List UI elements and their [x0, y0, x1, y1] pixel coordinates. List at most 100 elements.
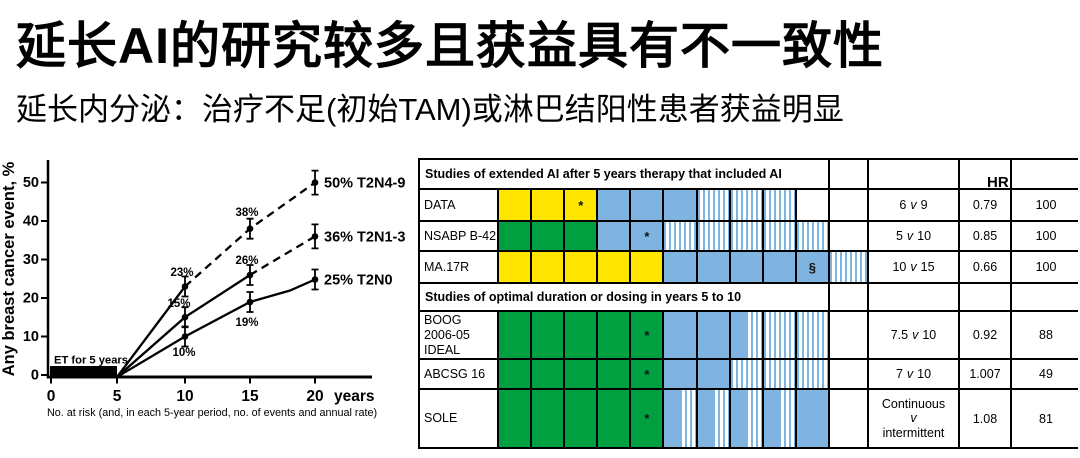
hr-value: 0.85	[960, 222, 1012, 250]
therapy-segment-tam	[499, 252, 531, 282]
timeline: *	[499, 390, 869, 447]
timeline-cell	[565, 312, 599, 358]
table-row-section1-header: Studies of extended AI after 5 years the…	[420, 160, 1080, 190]
therapy-segment-any	[598, 312, 630, 358]
timeline-cell	[499, 222, 533, 250]
therapy-segment-ai	[697, 312, 729, 358]
hr-value: 0.92	[960, 312, 1012, 358]
timeline-cell: *	[631, 390, 665, 447]
therapy-segment-any	[499, 360, 531, 388]
therapy-segment-rand	[746, 390, 762, 447]
table-row-boog-ideal: BOOG 2006-05 IDEAL * 7.5 v 10 0.92 88	[420, 312, 1080, 360]
therapy-segment-tam	[499, 190, 531, 220]
timeline-cell	[763, 360, 797, 388]
therapy-segment-rand	[763, 312, 795, 358]
timeline-cell	[730, 190, 764, 220]
y-tick-labels: 50 40 30 20 10 0	[23, 175, 39, 384]
comparison-a: Continuous	[881, 396, 946, 411]
timeline-cell	[598, 312, 632, 358]
timeline: *	[499, 222, 869, 250]
therapy-segment-any	[532, 390, 564, 447]
svg-text:15: 15	[241, 388, 259, 405]
n-header-cell	[1012, 160, 1080, 188]
comparison-v: v	[906, 228, 914, 243]
comparison-a: 7	[895, 366, 903, 381]
et-5-years-bar	[50, 366, 117, 377]
therapy-segment-rand	[746, 312, 762, 358]
timeline-cell	[730, 312, 764, 358]
data-points	[181, 179, 319, 340]
therapy-segment-tam	[532, 252, 564, 282]
therapy-segment-ai	[697, 390, 714, 447]
svg-text:10%: 10%	[172, 347, 195, 359]
therapy-segment-any: *	[631, 360, 663, 388]
therapy-segment-rand	[796, 360, 828, 388]
hr-header-cell	[960, 284, 1012, 310]
comparison-header-cell	[869, 160, 960, 188]
svg-text:10: 10	[23, 329, 39, 345]
table-row-data: DATA * 6 v 9 0.79 100	[420, 190, 1080, 222]
n-value: 88	[1012, 312, 1080, 358]
therapy-segment-ai	[697, 360, 729, 388]
comparison-cell: 6 v 9	[869, 190, 960, 220]
timeline-cell	[763, 390, 797, 447]
comparison-v: v	[910, 411, 917, 426]
hr-value: 1.08	[960, 390, 1012, 447]
therapy-segment-any	[565, 390, 597, 447]
therapy-segment-ai	[664, 252, 696, 282]
svg-text:23%: 23%	[170, 267, 193, 279]
timeline-cell	[796, 190, 830, 220]
timeline-cell	[598, 360, 632, 388]
therapy-segment-any	[499, 312, 531, 358]
timeline-cell	[763, 222, 797, 250]
therapy-segment-none	[829, 390, 867, 447]
timeline-cell	[664, 390, 698, 447]
svg-text:10: 10	[176, 388, 193, 405]
comparison-a: 10	[892, 259, 907, 274]
therapy-segment-ai	[763, 390, 780, 447]
comparison-v: v	[910, 197, 917, 212]
et-bar-label: ET for 5 years	[54, 355, 128, 367]
timeline-cell	[763, 190, 797, 220]
therapy-segment-ai	[730, 312, 747, 358]
timeline-cell	[598, 390, 632, 447]
n-value: 100	[1012, 190, 1080, 220]
timeline-cell	[697, 360, 731, 388]
therapy-segment-ai	[664, 390, 681, 447]
svg-text:40: 40	[23, 214, 39, 230]
timeline-cell	[697, 190, 731, 220]
timeline-cell	[796, 390, 830, 447]
timeline-cell	[697, 252, 731, 282]
therapy-segment-ai	[598, 222, 630, 250]
therapy-segment-any	[532, 312, 564, 358]
comparison-b: 15	[920, 259, 935, 274]
timeline-cell	[532, 312, 566, 358]
timeline-cell	[598, 222, 632, 250]
timeline-cell	[499, 190, 533, 220]
timeline: *	[499, 190, 869, 220]
timeline-cell	[697, 390, 731, 447]
therapy-segment-rand	[829, 252, 867, 282]
study-name: SOLE	[420, 390, 499, 447]
therapy-segment-any: *	[631, 390, 663, 447]
series-line-t2n1-3-dashed	[249, 235, 316, 276]
hr-value: 1.007	[960, 360, 1012, 388]
hr-value: 0.66	[960, 252, 1012, 282]
comparison-cell: 10 v 15	[869, 252, 960, 282]
therapy-segment-rand	[763, 222, 795, 250]
therapy-segment-tam	[598, 252, 630, 282]
comparison-b: 9	[920, 197, 928, 212]
therapy-segment-rand	[730, 222, 762, 250]
svg-text:30: 30	[23, 252, 39, 268]
x-tick-labels: 0 5 10 15 20 years	[47, 388, 375, 405]
table-row-abcsg16: ABCSG 16 * 7 v 10 1.007 49	[420, 360, 1080, 390]
svg-text:20: 20	[306, 388, 323, 405]
page-title: 延长AI的研究较多且获益具有不一致性	[16, 18, 884, 74]
therapy-segment-ai	[664, 360, 696, 388]
therapy-segment-rand	[664, 222, 696, 250]
timeline-cell: *	[631, 222, 665, 250]
timeline-cell	[631, 190, 665, 220]
comparison-v: v	[910, 259, 917, 274]
therapy-segment-tam: *	[565, 190, 597, 220]
timeline-cell	[697, 222, 731, 250]
